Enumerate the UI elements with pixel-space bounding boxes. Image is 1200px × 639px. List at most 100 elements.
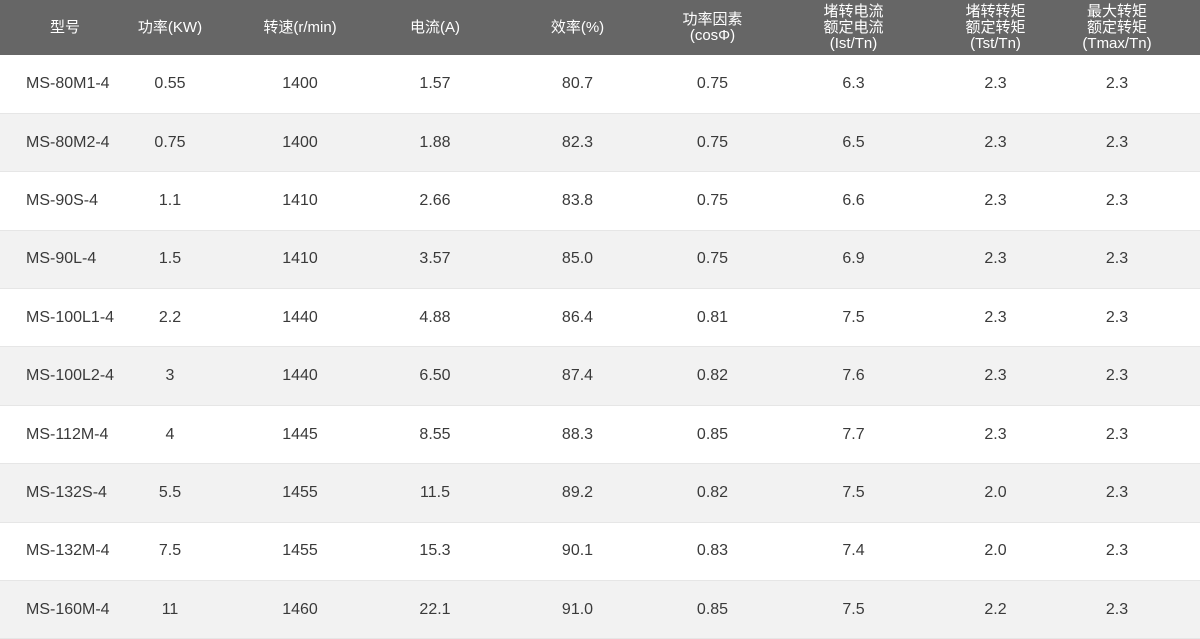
cell-efficiency: 91.0 bbox=[561, 600, 594, 618]
header-locked-rotor-current-ratio: 堵转电流 额定电流 (Ist/Tn) bbox=[750, 0, 957, 55]
cell-model: MS-90L-4 bbox=[26, 250, 97, 268]
table-row: MS-132S-4 5.5 1455 11.5 89.2 0.82 7.5 2.0 2.3 bbox=[0, 463, 1200, 523]
cell-current: 4.88 bbox=[419, 308, 451, 326]
cell-model: MS-100L2-4 bbox=[26, 367, 115, 385]
cell-speed: 1440 bbox=[282, 367, 318, 385]
cell-power-factor: 0.85 bbox=[696, 600, 729, 618]
cell-current: 11.5 bbox=[420, 483, 450, 501]
table-row: MS-90L-4 1.5 1410 3.57 85.0 0.75 6.9 2.3 2.3 bbox=[0, 230, 1200, 289]
cell-model: MS-160M-4 bbox=[26, 600, 110, 618]
cell-locked-rotor-torque-ratio: 2.3 bbox=[984, 133, 1007, 151]
cell-power: 0.55 bbox=[154, 74, 186, 92]
cell-efficiency: 90.1 bbox=[561, 542, 594, 560]
cell-power: 4 bbox=[165, 425, 175, 443]
cell-locked-rotor-torque-ratio: 2.3 bbox=[984, 425, 1007, 443]
cell-model: MS-80M1-4 bbox=[26, 74, 110, 92]
cell-power-factor: 0.85 bbox=[696, 425, 729, 443]
cell-current: 8.55 bbox=[419, 425, 451, 443]
header-line: 堵转转矩 bbox=[965, 2, 1026, 20]
table-row: MS-80M1-4 0.55 1400 1.57 80.7 0.75 6.3 2.3 2.3 bbox=[0, 55, 1200, 114]
header-efficiency: 效率(%) bbox=[480, 0, 675, 55]
header-line: 堵转电流 bbox=[823, 2, 884, 20]
cell-power: 5.5 bbox=[158, 483, 182, 501]
cell-max-torque-ratio: 2.3 bbox=[1105, 542, 1129, 560]
cell-locked-rotor-current-ratio: 6.5 bbox=[842, 133, 865, 151]
cell-locked-rotor-current-ratio: 7.6 bbox=[842, 367, 865, 385]
cell-speed: 1410 bbox=[282, 191, 318, 209]
cell-power-factor: 0.75 bbox=[696, 191, 729, 209]
cell-efficiency: 86.4 bbox=[561, 308, 594, 326]
cell-locked-rotor-torque-ratio: 2.3 bbox=[984, 74, 1007, 92]
cell-current: 2.66 bbox=[419, 191, 451, 209]
cell-max-torque-ratio: 2.3 bbox=[1105, 133, 1129, 151]
table-row: MS-160M-4 11 1460 22.1 91.0 0.85 7.5 2.2 2.3 bbox=[0, 580, 1200, 639]
cell-speed: 1445 bbox=[282, 425, 318, 443]
cell-speed: 1460 bbox=[282, 600, 318, 618]
header-line: 功率因素 bbox=[682, 10, 743, 28]
table-body: MS-80M1-4 0.55 1400 1.57 80.7 0.75 6.3 2.3 2.3 MS… bbox=[0, 55, 1200, 639]
cell-efficiency: 89.2 bbox=[561, 483, 594, 501]
cell-max-torque-ratio: 2.3 bbox=[1105, 600, 1129, 618]
cell-model: MS-90S-4 bbox=[26, 191, 99, 209]
cell-power: 1.5 bbox=[158, 250, 182, 268]
header-model: 型号 bbox=[0, 0, 130, 55]
cell-locked-rotor-torque-ratio: 2.2 bbox=[984, 600, 1007, 618]
cell-power: 1.1 bbox=[158, 191, 182, 209]
cell-power: 0.75 bbox=[154, 133, 186, 151]
header-power-factor: 功率因素 (cosΦ) bbox=[675, 0, 750, 55]
cell-current: 15.3 bbox=[419, 542, 451, 560]
header-locked-rotor-torque-ratio: 堵转转矩 额定转矩 (Tst/Tn) bbox=[957, 0, 1034, 55]
cell-power-factor: 0.83 bbox=[696, 542, 729, 560]
cell-power-factor: 0.82 bbox=[696, 483, 729, 501]
cell-locked-rotor-torque-ratio: 2.0 bbox=[984, 542, 1007, 560]
cell-model: MS-132M-4 bbox=[26, 542, 110, 560]
cell-power-factor: 0.75 bbox=[696, 250, 729, 268]
cell-locked-rotor-current-ratio: 7.5 bbox=[842, 600, 865, 618]
table-row: MS-80M2-4 0.75 1400 1.88 82.3 0.75 6.5 2.3 2.3 bbox=[0, 113, 1200, 172]
cell-current: 22.1 bbox=[419, 600, 451, 618]
header-line: 电流(A) bbox=[410, 18, 460, 36]
cell-efficiency: 88.3 bbox=[561, 425, 594, 443]
table-row: MS-132M-4 7.5 1455 15.3 90.1 0.83 7.4 2.0 2.3 bbox=[0, 522, 1200, 581]
cell-efficiency: 80.7 bbox=[561, 74, 594, 92]
header-line: 型号 bbox=[49, 18, 80, 36]
cell-power: 2.2 bbox=[158, 308, 182, 326]
header-speed: 转速(r/min) bbox=[210, 0, 390, 55]
cell-speed: 1440 bbox=[282, 308, 318, 326]
cell-current: 1.57 bbox=[419, 74, 451, 92]
header-line: 最大转矩 bbox=[1086, 2, 1147, 20]
cell-locked-rotor-current-ratio: 7.4 bbox=[842, 542, 865, 560]
cell-locked-rotor-current-ratio: 7.5 bbox=[842, 308, 865, 326]
header-line: 额定转矩 bbox=[965, 18, 1026, 36]
header-line: 转速(r/min) bbox=[263, 18, 337, 36]
cell-power: 11 bbox=[161, 600, 179, 618]
cell-max-torque-ratio: 2.3 bbox=[1105, 308, 1129, 326]
table-row: MS-100L2-4 3 1440 6.50 87.4 0.82 7.6 2.3 2.3 bbox=[0, 346, 1200, 406]
cell-max-torque-ratio: 2.3 bbox=[1105, 74, 1129, 92]
cell-power-factor: 0.82 bbox=[696, 367, 729, 385]
header-line: (Ist/Tn) bbox=[829, 34, 878, 52]
cell-max-torque-ratio: 2.3 bbox=[1105, 367, 1129, 385]
cell-power-factor: 0.75 bbox=[696, 133, 729, 151]
cell-locked-rotor-torque-ratio: 2.3 bbox=[984, 367, 1007, 385]
cell-efficiency: 82.3 bbox=[561, 133, 594, 151]
cell-current: 6.50 bbox=[419, 367, 451, 385]
cell-max-torque-ratio: 2.3 bbox=[1105, 425, 1129, 443]
cell-current: 1.88 bbox=[419, 133, 451, 151]
header-line: 额定转矩 bbox=[1086, 18, 1147, 36]
cell-max-torque-ratio: 2.3 bbox=[1105, 191, 1129, 209]
header-line: (Tmax/Tn) bbox=[1082, 34, 1152, 52]
cell-locked-rotor-torque-ratio: 2.3 bbox=[984, 250, 1007, 268]
cell-speed: 1400 bbox=[282, 133, 318, 151]
table-row: MS-90S-4 1.1 1410 2.66 83.8 0.75 6.6 2.3 2.3 bbox=[0, 172, 1200, 231]
table-header: 型号 功率(KW) 转速(r/min) 电流(A) 效率(%) 功率因素 (cosΦ) 堵转电… bbox=[0, 0, 1200, 55]
cell-current: 3.57 bbox=[419, 250, 451, 268]
header-line: 效率(%) bbox=[550, 18, 605, 36]
cell-model: MS-80M2-4 bbox=[26, 133, 110, 151]
header-max-torque-ratio: 最大转矩 额定转矩 (Tmax/Tn) bbox=[1034, 0, 1200, 55]
cell-locked-rotor-current-ratio: 7.5 bbox=[842, 483, 865, 501]
cell-max-torque-ratio: 2.3 bbox=[1105, 250, 1129, 268]
cell-max-torque-ratio: 2.3 bbox=[1105, 483, 1129, 501]
header-line: 额定电流 bbox=[823, 18, 884, 36]
